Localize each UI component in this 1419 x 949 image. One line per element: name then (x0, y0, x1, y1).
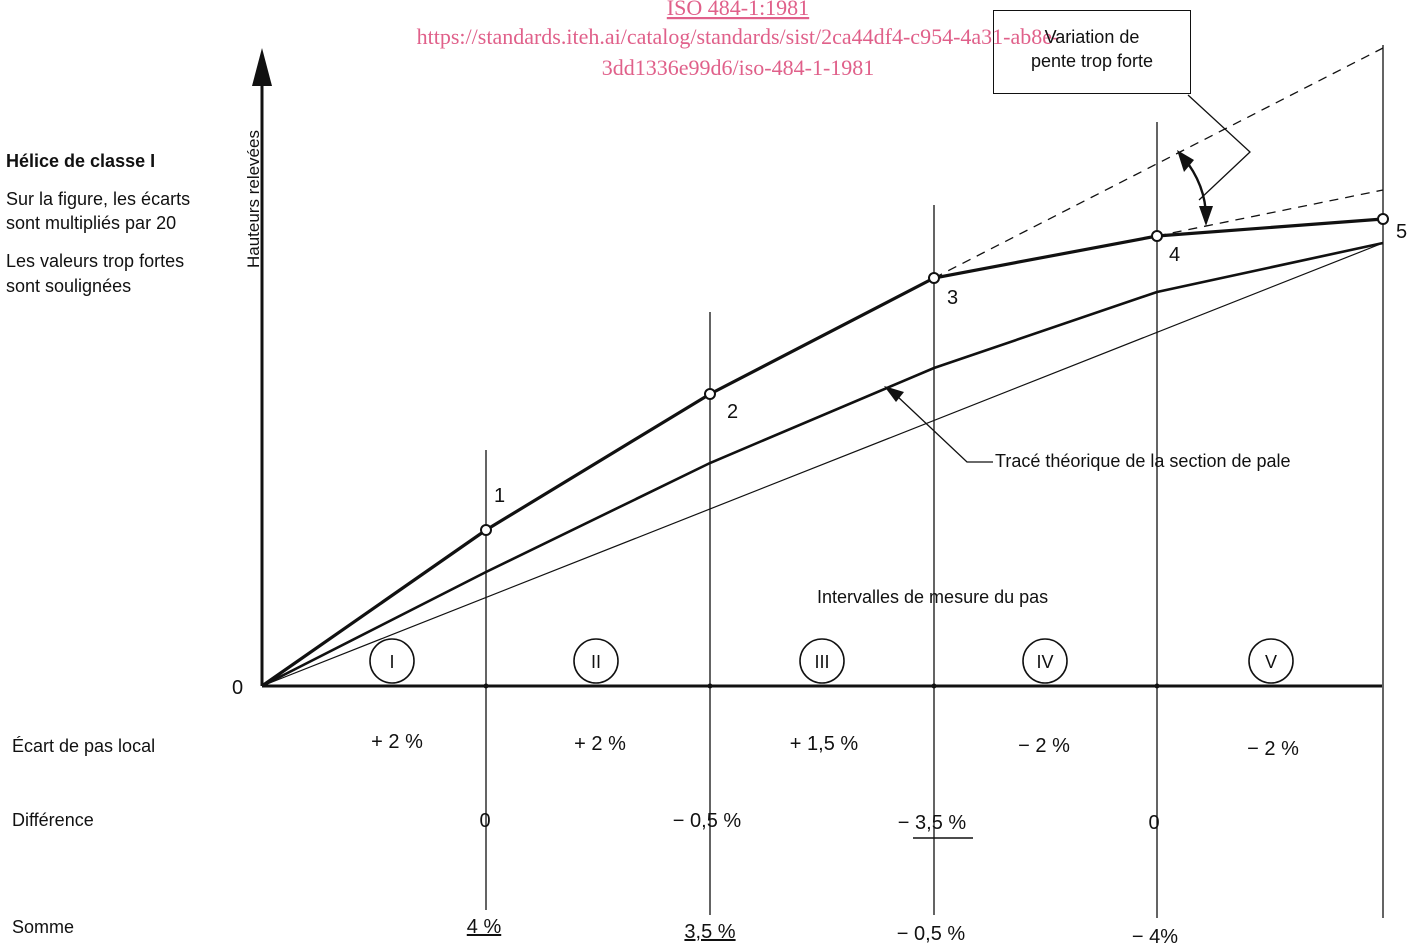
sum-value: − 4% (1131, 926, 1179, 948)
sum-value: 4 % (466, 916, 502, 938)
difference-value: − 3,5 % (897, 812, 967, 834)
difference-value: − 0,5 % (672, 810, 742, 832)
theoretical-trace-arrowhead (884, 386, 904, 402)
local-pitch-value: − 2 % (1247, 738, 1299, 760)
interval-circle-1 (369, 638, 415, 684)
interval-label-5: V (1265, 652, 1277, 672)
point-label-5: 5 (1396, 221, 1407, 243)
sum-value: − 0,5 % (896, 923, 966, 945)
scale-note-line-2: sont multipliés par 20 (6, 213, 177, 233)
interval-label-1: I (389, 652, 394, 672)
theoretical-trace-line (261, 241, 1384, 688)
theoretical-trace-label: Tracé théorique de la section de pale (995, 451, 1291, 471)
point-2-marker (704, 388, 716, 400)
difference-row-label: Différence (12, 810, 94, 830)
watermark-line-1: ISO 484-1:1981 (667, 0, 809, 20)
y-axis-arrow (252, 48, 272, 86)
point-3-marker (928, 272, 940, 284)
slope-variation-line-1: Variation de (1044, 27, 1140, 47)
interval-label-4: IV (1036, 652, 1053, 672)
baseline-dot (1154, 683, 1160, 689)
point-label-4: 4 (1169, 244, 1180, 266)
point-5-marker (1377, 213, 1389, 225)
theoretical-trace-leader (896, 395, 993, 463)
difference-value: 0 (479, 810, 491, 832)
reference-line (261, 242, 1384, 687)
dashed-extension-steep (933, 47, 1384, 279)
interval-circle-5 (1248, 638, 1294, 684)
interval-circle-2 (573, 638, 619, 684)
point-label-2: 2 (727, 401, 738, 423)
y-axis-label: Hauteurs relevées (244, 130, 263, 268)
baseline-dot (707, 683, 713, 689)
interval-circle-3 (799, 638, 845, 684)
watermark-line-2: https://standards.iteh.ai/catalog/standa… (417, 24, 1060, 49)
baseline-dot (931, 683, 937, 689)
propeller-class-title: Hélice de classe I (6, 151, 156, 171)
sum-value: 3,5 % (684, 921, 736, 943)
interval-label-3: III (814, 652, 829, 672)
local-pitch-value: + 2 % (371, 731, 423, 753)
scale-note-line-1: Sur la figure, les écarts (6, 189, 191, 209)
baseline-dot (483, 683, 489, 689)
arc-arrowhead-bottom (1199, 206, 1213, 226)
underline-note-line-2: sont soulignées (6, 276, 132, 296)
local-pitch-value: + 1,5 % (789, 733, 859, 755)
arc-arrowhead-top (1177, 150, 1194, 172)
dashed-extension-flat (1156, 189, 1384, 237)
point-label-3: 3 (947, 287, 958, 309)
local-pitch-row-label: Écart de pas local (12, 736, 156, 756)
interval-circle-4 (1022, 638, 1068, 684)
origin-label: 0 (232, 677, 243, 699)
slope-variation-line-2: pente trop forte (1030, 51, 1154, 72)
measured-heights-line (261, 217, 1384, 688)
underline-note-line-1: Les valeurs trop fortes (6, 251, 185, 271)
point-1-marker (480, 524, 492, 536)
slope-variation-note: Variation de pente trop forte (993, 10, 1191, 94)
difference-value: 0 (1148, 812, 1160, 834)
interval-label-2: II (591, 652, 601, 672)
local-pitch-value: + 2 % (574, 733, 626, 755)
point-label-1: 1 (494, 485, 505, 507)
sum-row-label: Somme (12, 917, 75, 937)
point-4-marker (1151, 230, 1163, 242)
local-pitch-value: − 2 % (1018, 735, 1070, 757)
intervals-title: Intervalles de mesure du pas (817, 587, 1048, 607)
slope-variation-leader (1187, 94, 1251, 201)
watermark-line-3: 3dd1336e99d6/iso-484-1-1981 (602, 55, 875, 80)
